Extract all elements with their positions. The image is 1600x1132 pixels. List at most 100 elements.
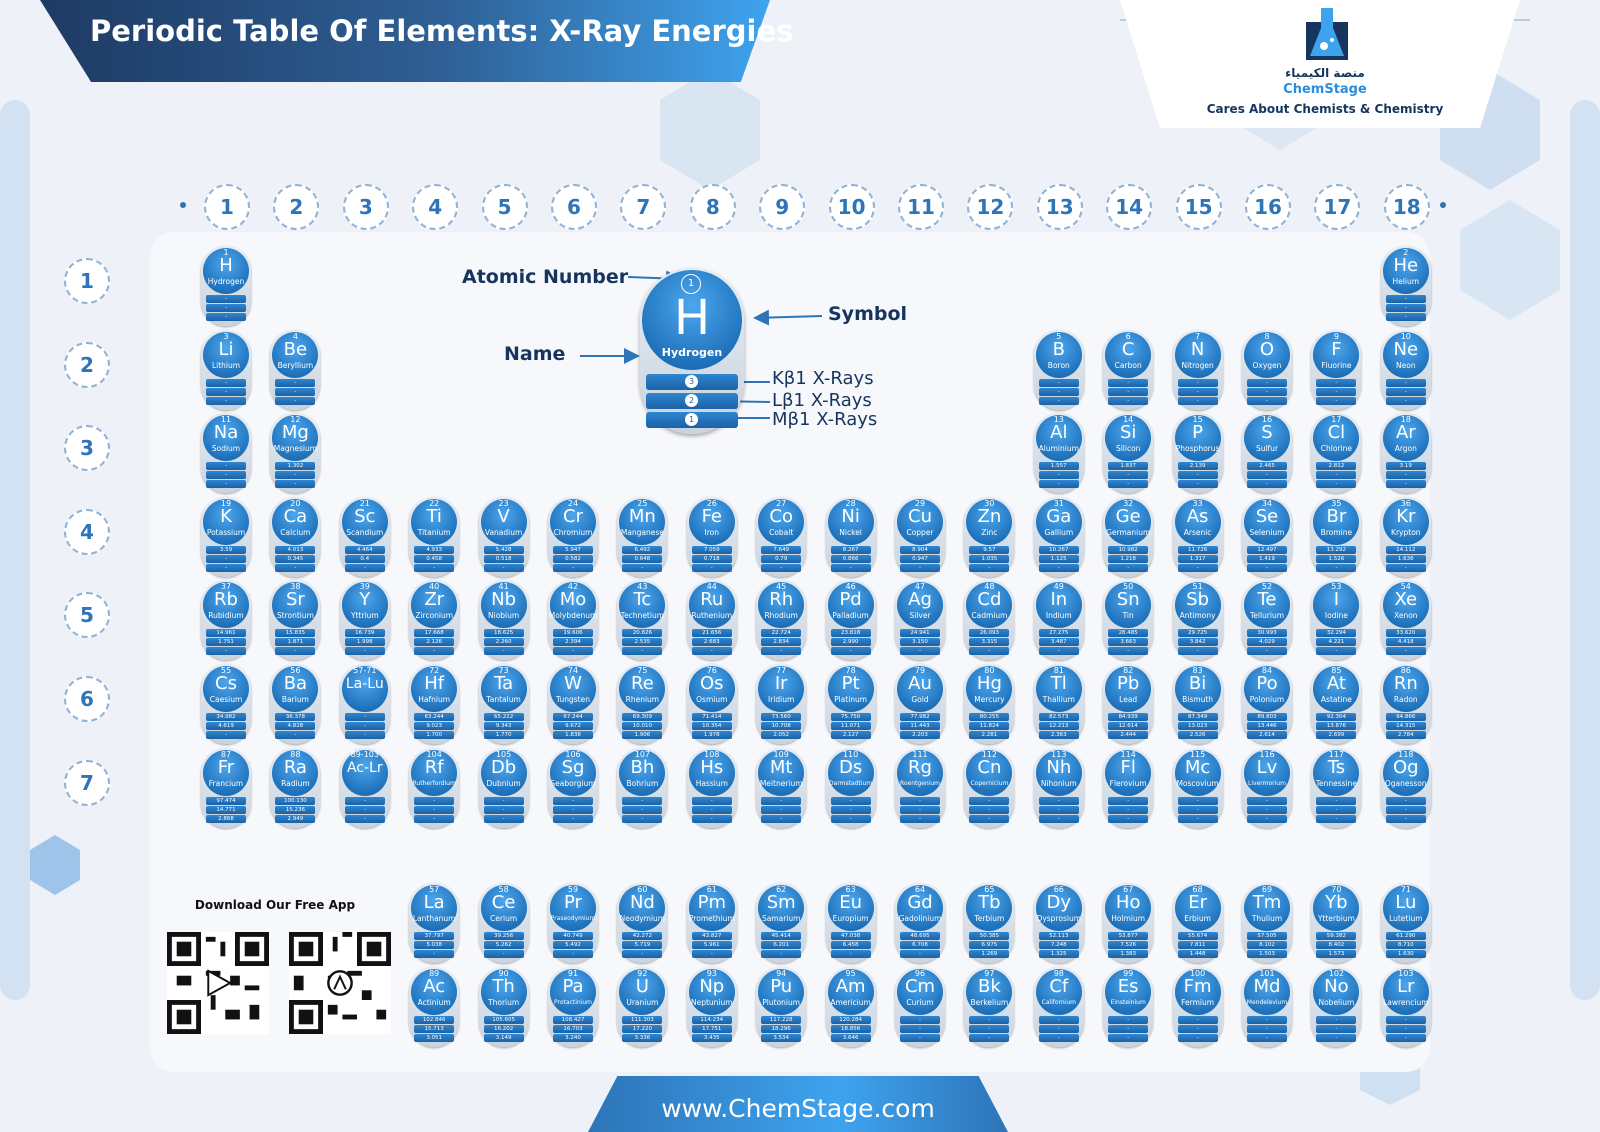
element-tile-la-lu[interactable]: 57-71 La-Lu - - -	[339, 664, 390, 744]
element-tile-os[interactable]: 76 Os Osmium 71.414 10.354 1.978	[686, 664, 737, 744]
element-tile-mn[interactable]: 25 Mn Manganese 6.492 0.648-	[617, 496, 668, 577]
element-tile-bi[interactable]: 83 Bi Bismuth 87.349 13.023 2.526	[1172, 664, 1223, 744]
element-tile-be[interactable]: 4 Be Beryllium - - -	[270, 329, 321, 410]
element-tile-nd[interactable]: 60 Nd Neodymium 42.272 5.719-	[617, 883, 668, 963]
element-tile-ca[interactable]: 20 Ca Calcium 4.013 0.345-	[270, 496, 321, 577]
element-tile-kr[interactable]: 36 Kr Krypton 14.112 1.636-	[1380, 496, 1431, 577]
element-tile-ag[interactable]: 47 Ag Silver 24.941 3.150-	[895, 580, 945, 661]
element-tile-p[interactable]: 15 P Phosphorus 2.139- -	[1172, 413, 1223, 494]
element-tile-y[interactable]: 39 Y Yttrium 16.739 1.998-	[339, 580, 390, 661]
element-tile-la[interactable]: 57 La Lanthanum 37.797 5.038-	[409, 883, 460, 963]
element-tile-es[interactable]: 99 Es Einsteinium - - -	[1103, 966, 1154, 1047]
element-tile-i[interactable]: 53 I Iodine 32.294 4.221-	[1311, 580, 1362, 661]
element-tile-cs[interactable]: 55 Cs Caesium 34.982 4.619-	[201, 664, 251, 744]
element-tile-k[interactable]: 19 K Potassium 3.59- -	[201, 496, 251, 577]
element-tile-md[interactable]: 101 Md Mendelevium - - -	[1242, 966, 1292, 1047]
element-tile-cm[interactable]: 96 Cm Curium - - -	[895, 966, 945, 1047]
element-tile-n[interactable]: 7 N Nitrogen - - -	[1172, 329, 1223, 410]
element-tile-sm[interactable]: 62 Sm Samarium 45.414 6.201-	[756, 883, 807, 963]
element-tile-al[interactable]: 13 Al Aluminium 1.557- -	[1033, 413, 1084, 494]
element-tile-po[interactable]: 84 Po Polonium 89.803 13.446 2.614	[1242, 664, 1292, 744]
element-tile-pm[interactable]: 61 Pm Promethium 43.827 5.961-	[686, 883, 737, 963]
element-tile-bk[interactable]: 97 Bk Berkelium - - -	[964, 966, 1015, 1047]
element-tile-cr[interactable]: 24 Cr Chromium 5.947 0.582-	[548, 496, 598, 577]
element-tile-gd[interactable]: 64 Gd Gadolinium 48.695 6.708-	[895, 883, 945, 963]
element-tile-ds[interactable]: 110 Ds Darmstadtium - - -	[825, 747, 876, 828]
element-tile-ba[interactable]: 56 Ba Barium 36.378 4.828-	[270, 664, 321, 744]
element-tile-lu[interactable]: 71 Lu Lutetium 61.290 8.710 1.630	[1380, 883, 1431, 963]
element-tile-br[interactable]: 35 Br Bromine 13.292 1.526-	[1311, 496, 1362, 577]
element-tile-dy[interactable]: 66 Dy Dysprosium 52.113 7.248 1.325	[1033, 883, 1084, 963]
element-tile-rf[interactable]: 104 Rf Rutherfordium - - -	[409, 747, 460, 828]
element-tile-bh[interactable]: 107 Bh Bohrium - - -	[617, 747, 668, 828]
element-tile-na[interactable]: 11 Na Sodium - - -	[201, 413, 251, 494]
element-tile-in[interactable]: 49 In Indium 27.275 3.487-	[1033, 580, 1084, 661]
element-tile-eu[interactable]: 63 Eu Europium 47.038 6.458-	[825, 883, 876, 963]
element-tile-pr[interactable]: 59 Pr Praseodymium 40.749 5.492-	[548, 883, 598, 963]
element-tile-ga[interactable]: 31 Ga Gallium 10.267 1.125-	[1033, 496, 1084, 577]
element-tile-ta[interactable]: 73 Ta Tantalum 65.222 9.343 1.770	[478, 664, 529, 744]
element-tile-sb[interactable]: 51 Sb Antimony 29.725 3.842-	[1172, 580, 1223, 661]
element-tile-mc[interactable]: 115 Mc Moscovium - - -	[1172, 747, 1223, 828]
element-tile-nb[interactable]: 41 Nb Niobium 18.625 2.260-	[478, 580, 529, 661]
element-tile-mg[interactable]: 12 Mg Magnesium 1.302- -	[270, 413, 321, 494]
element-tile-db[interactable]: 105 Db Dubnium - - -	[478, 747, 529, 828]
element-tile-np[interactable]: 93 Np Neptunium 114.234 17.751 3.435	[686, 966, 737, 1047]
element-tile-lv[interactable]: 116 Lv Livermorium - - -	[1242, 747, 1292, 828]
element-tile-co[interactable]: 27 Co Cobalt 7.649 0.79-	[756, 496, 807, 577]
element-tile-w[interactable]: 74 W Tungsten 67.244 9.672 1.838	[548, 664, 598, 744]
element-tile-pa[interactable]: 91 Pa Protactinium 108.427 16.703 3.240	[548, 966, 598, 1047]
element-tile-ne[interactable]: 10 Ne Neon - - -	[1380, 329, 1431, 410]
element-tile-ir[interactable]: 77 Ir Iridium 73.560 10.708 2.052	[756, 664, 807, 744]
element-tile-ac[interactable]: 89 Ac Actinium 102.846 15.713 3.051	[409, 966, 460, 1047]
element-tile-mo[interactable]: 42 Mo Molybdenum 19.606 2.394-	[548, 580, 598, 661]
element-tile-rg[interactable]: 111 Rg Roentgenium - - -	[895, 747, 945, 828]
element-tile-sn[interactable]: 50 Sn Tin 28.485 3.663-	[1103, 580, 1154, 661]
element-tile-rb[interactable]: 37 Rb Rubidium 14.961 1.751-	[201, 580, 251, 661]
element-tile-yb[interactable]: 70 Yb Ytterbium 59.382 8.402 1.573	[1311, 883, 1362, 963]
google-play-qr-code[interactable]	[167, 932, 269, 1034]
element-tile-ac-lr[interactable]: 89-103 Ac-Lr - - -	[339, 747, 390, 828]
element-tile-ru[interactable]: 44 Ru Ruthenium 21.656 2.683-	[686, 580, 737, 661]
element-tile-ni[interactable]: 28 Ni Nickel 8.267 0.866-	[825, 496, 876, 577]
element-tile-s[interactable]: 16 S Sulfur 2.465- -	[1242, 413, 1292, 494]
element-tile-ti[interactable]: 22 Ti Titanium 4.933 0.458-	[409, 496, 460, 577]
app-store-qr-code[interactable]	[289, 932, 391, 1034]
element-tile-ho[interactable]: 67 Ho Holmium 53.877 7.526 1.383	[1103, 883, 1154, 963]
element-tile-am[interactable]: 95 Am Americium 120.284 18.856 3.646	[825, 966, 876, 1047]
element-tile-sc[interactable]: 21 Sc Scandium 4.464 0.4-	[339, 496, 390, 577]
element-tile-pd[interactable]: 46 Pd Palladium 23.818 2.990-	[825, 580, 876, 661]
website-link[interactable]: www.ChemStage.com	[661, 1094, 935, 1123]
element-tile-se[interactable]: 34 Se Selenium 12.497 1.419-	[1242, 496, 1292, 577]
element-tile-fm[interactable]: 100 Fm Fermium - - -	[1172, 966, 1223, 1047]
element-tile-lr[interactable]: 103 Lr Lawrencium - - -	[1380, 966, 1431, 1047]
element-tile-th[interactable]: 90 Th Thorium 105.605 16.202 3.149	[478, 966, 529, 1047]
element-tile-as[interactable]: 33 As Arsenic 11.726 1.317-	[1172, 496, 1223, 577]
element-tile-si[interactable]: 14 Si Silicon 1.837- -	[1103, 413, 1154, 494]
element-tile-h[interactable]: 1 H Hydrogen - - -	[201, 246, 251, 326]
element-tile-f[interactable]: 9 F Fluorine - - -	[1311, 329, 1362, 410]
element-tile-ar[interactable]: 18 Ar Argon 3.19- -	[1380, 413, 1431, 494]
element-tile-li[interactable]: 3 Li Lithium - - -	[201, 329, 251, 410]
element-tile-ge[interactable]: 32 Ge Germanium 10.982 1.218-	[1103, 496, 1154, 577]
element-tile-zn[interactable]: 30 Zn Zinc 9.57 1.035-	[964, 496, 1015, 577]
element-tile-re[interactable]: 75 Re Rhenium 69.309 10.010 1.906	[617, 664, 668, 744]
element-tile-te[interactable]: 52 Te Tellurium 30.993 4.029-	[1242, 580, 1292, 661]
element-tile-zr[interactable]: 40 Zr Zirconium 17.668 2.126-	[409, 580, 460, 661]
element-tile-ce[interactable]: 58 Ce Cerium 39.256 5.262-	[478, 883, 529, 963]
element-tile-xe[interactable]: 54 Xe Xenon 33.620 4.418-	[1380, 580, 1431, 661]
element-tile-cu[interactable]: 29 Cu Copper 8.904 0.947-	[895, 496, 945, 577]
element-tile-fl[interactable]: 114 Fl Flerovium - - -	[1103, 747, 1154, 828]
element-tile-u[interactable]: 92 U Uranium 111.303 17.220 3.336	[617, 966, 668, 1047]
element-tile-er[interactable]: 68 Er Erbium 55.674 7.811 1.448	[1172, 883, 1223, 963]
element-tile-ts[interactable]: 117 Ts Tennessine - - -	[1311, 747, 1362, 828]
element-tile-og[interactable]: 118 Og Oganesson - - -	[1380, 747, 1431, 828]
element-tile-c[interactable]: 6 C Carbon - - -	[1103, 329, 1154, 410]
element-tile-au[interactable]: 79 Au Gold 77.982 11.443 2.203	[895, 664, 945, 744]
element-tile-rh[interactable]: 45 Rh Rhodium 22.724 2.834-	[756, 580, 807, 661]
element-tile-cf[interactable]: 98 Cf Californium - - -	[1033, 966, 1084, 1047]
element-tile-at[interactable]: 85 At Astatine 92.304 13.876 2.699	[1311, 664, 1362, 744]
element-tile-o[interactable]: 8 O Oxygen - - -	[1242, 329, 1292, 410]
element-tile-tm[interactable]: 69 Tm Thulium 57.505 8.102 1.503	[1242, 883, 1292, 963]
element-tile-v[interactable]: 23 V Vanadium 5.428 0.518-	[478, 496, 529, 577]
